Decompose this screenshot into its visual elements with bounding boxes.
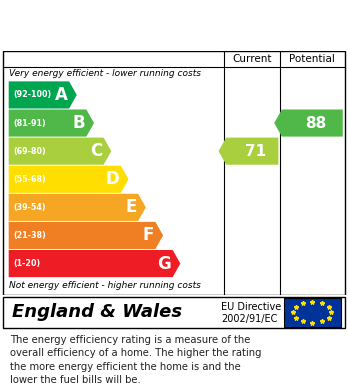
Text: (21-38): (21-38) — [13, 231, 46, 240]
Bar — [284, 298, 341, 327]
Text: 71: 71 — [245, 143, 266, 159]
Polygon shape — [219, 138, 278, 165]
Text: (55-68): (55-68) — [13, 175, 46, 184]
Text: England & Wales: England & Wales — [12, 303, 182, 321]
Text: Very energy efficient - lower running costs: Very energy efficient - lower running co… — [9, 69, 201, 78]
Text: A: A — [55, 86, 68, 104]
Text: EU Directive: EU Directive — [221, 302, 281, 312]
Polygon shape — [9, 222, 163, 249]
Text: D: D — [105, 170, 119, 188]
Polygon shape — [9, 81, 77, 108]
Text: (69-80): (69-80) — [13, 147, 46, 156]
Text: C: C — [90, 142, 102, 160]
Polygon shape — [274, 109, 343, 136]
Text: Current: Current — [232, 54, 272, 64]
Text: Not energy efficient - higher running costs: Not energy efficient - higher running co… — [9, 282, 200, 291]
Polygon shape — [9, 138, 111, 165]
Polygon shape — [9, 109, 94, 136]
Text: G: G — [157, 255, 171, 273]
Text: (81-91): (81-91) — [13, 118, 46, 127]
Text: (39-54): (39-54) — [13, 203, 46, 212]
Text: Energy Efficiency Rating: Energy Efficiency Rating — [10, 16, 251, 34]
Text: 2002/91/EC: 2002/91/EC — [221, 314, 277, 324]
Polygon shape — [9, 250, 180, 277]
Polygon shape — [9, 194, 146, 221]
Text: Potential: Potential — [290, 54, 335, 64]
Text: F: F — [142, 226, 154, 244]
Text: 88: 88 — [305, 116, 326, 131]
Text: B: B — [72, 114, 85, 132]
Text: (92-100): (92-100) — [13, 90, 52, 99]
Polygon shape — [9, 166, 128, 193]
Text: (1-20): (1-20) — [13, 259, 40, 268]
Text: E: E — [125, 198, 136, 216]
Text: The energy efficiency rating is a measure of the
overall efficiency of a home. T: The energy efficiency rating is a measur… — [10, 335, 262, 385]
